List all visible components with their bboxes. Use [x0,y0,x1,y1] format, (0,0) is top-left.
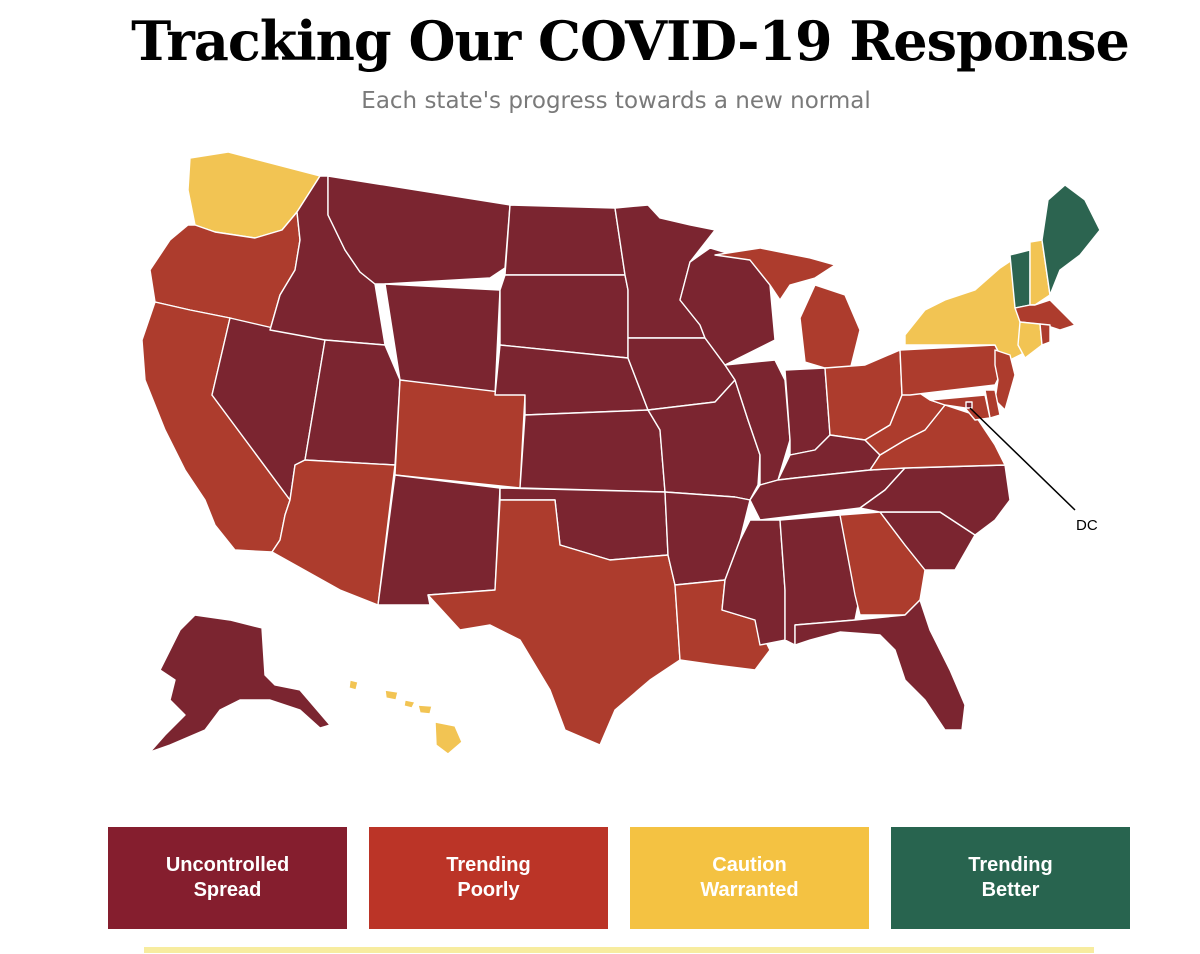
state-ms[interactable] [721,519,786,646]
state-wy[interactable] [384,283,501,396]
legend-label-line2: Better [981,879,1040,901]
state-nm[interactable] [377,474,501,606]
legend: Uncontrolled Spread Trending Poorly Caut… [108,827,1130,929]
state-pa[interactable] [899,344,1006,396]
legend-label-line2: Spread [193,879,262,901]
state-mi[interactable] [714,247,861,371]
legend-label-line2: Warranted [700,879,799,901]
state-me[interactable] [1041,184,1101,296]
state-dc[interactable] [965,401,973,409]
state-mo[interactable] [647,379,761,501]
state-tx[interactable] [427,499,681,746]
state-ct[interactable] [1017,321,1043,359]
page-subtitle: Each state's progress towards a new norm… [361,88,871,114]
legend-item-caution-warranted: Caution Warranted [630,827,869,929]
state-fl[interactable] [794,599,966,731]
bottom-divider-bar [144,947,1094,953]
legend-label-line1: Trending [968,854,1053,876]
dc-leader-line [969,407,1076,511]
legend-item-trending-better: Trending Better [891,827,1130,929]
legend-item-uncontrolled-spread: Uncontrolled Spread [108,827,347,929]
state-nj[interactable] [994,349,1016,411]
legend-label-line1: Uncontrolled [165,854,290,876]
legend-label-line2: Poorly [457,879,520,901]
state-sd[interactable] [499,274,629,359]
state-co[interactable] [394,379,526,489]
legend-label-line1: Trending [446,854,531,876]
dc-label: DC [1076,517,1098,534]
legend-item-trending-poorly: Trending Poorly [369,827,608,929]
state-nc[interactable] [859,464,1011,536]
page-title: Tracking Our COVID-19 Response [131,9,1130,73]
state-ri[interactable] [1039,323,1051,346]
state-nd[interactable] [504,204,626,276]
state-hi[interactable] [348,679,463,755]
state-nh[interactable] [1029,239,1051,306]
legend-label-line1: Caution [712,854,787,876]
state-ks[interactable] [519,409,666,493]
state-ak[interactable] [149,614,331,753]
